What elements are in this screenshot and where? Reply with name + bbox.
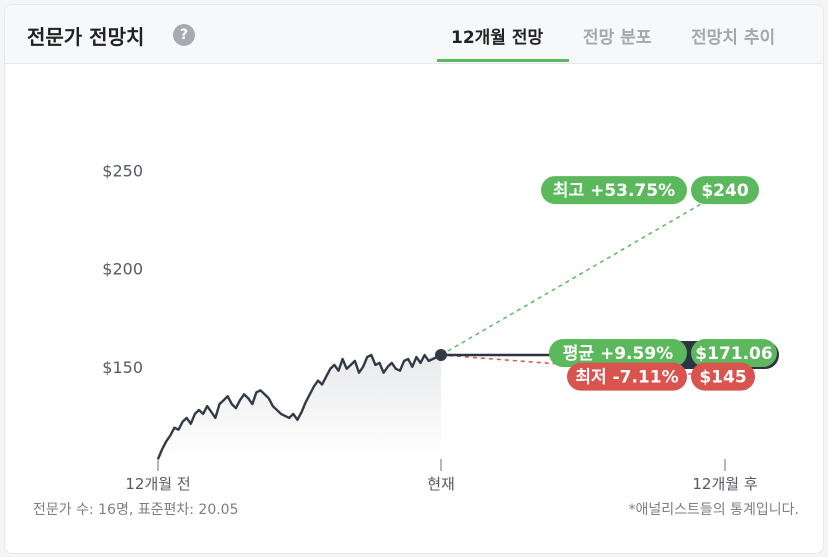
analyst-note: *애널리스트들의 통계입니다. <box>628 502 799 518</box>
analyst-stats: 전문가 수: 16명, 표준편차: 20.05 <box>33 502 239 518</box>
average-target-value-text: $171.06 <box>695 344 772 364</box>
y-tick-label: $250 <box>102 161 143 180</box>
price-area <box>158 355 441 460</box>
high-target-label-pill <box>541 176 687 205</box>
active-tab-indicator <box>437 59 569 62</box>
low-target-value-text: $145 <box>699 368 746 388</box>
low-target-label-text: 최저 -7.11% <box>575 368 678 388</box>
forecast-chart: $250 $200 $150 12개월 전 현재 12개월 후 최고 +53.75% $2… <box>102 161 779 493</box>
current-price-dot <box>435 349 447 362</box>
help-icon[interactable]: ? <box>173 24 195 46</box>
tab-12-month-forecast[interactable]: 12개월 전망 <box>451 28 544 48</box>
low-target-value-pill <box>691 362 755 391</box>
y-tick-label: $150 <box>102 358 143 377</box>
y-tick-label: $200 <box>102 260 143 279</box>
tab-forecast-distribution[interactable]: 전망 분포 <box>583 28 652 48</box>
page-title: 전문가 전망치 <box>27 25 145 49</box>
average-target-label-text: 평균 +9.59% <box>563 344 673 364</box>
high-target-value-pill <box>691 176 759 205</box>
price-line <box>156 353 442 460</box>
x-tick-label: 현재 <box>427 475 455 493</box>
high-target-label-text: 최고 +53.75% <box>553 181 675 201</box>
average-target-label-pill <box>549 339 687 368</box>
low-target-label-pill <box>567 362 687 391</box>
tab-forecast-trend[interactable]: 전망치 추이 <box>691 28 776 48</box>
x-tick-label: 12개월 전 <box>125 475 190 493</box>
card-header: 전문가 전망치 ? 12개월 전망 전망 분포 전망치 추이 <box>5 5 823 64</box>
analyst-forecast-card: 전문가 전망치 ? 12개월 전망 전망 분포 전망치 추이 $250 $200 $… <box>4 4 824 554</box>
x-tick-label: 12개월 후 <box>692 475 757 493</box>
high-target-value-text: $240 <box>701 181 748 201</box>
average-target-value-pill <box>691 339 777 368</box>
high-target-line <box>440 189 726 356</box>
